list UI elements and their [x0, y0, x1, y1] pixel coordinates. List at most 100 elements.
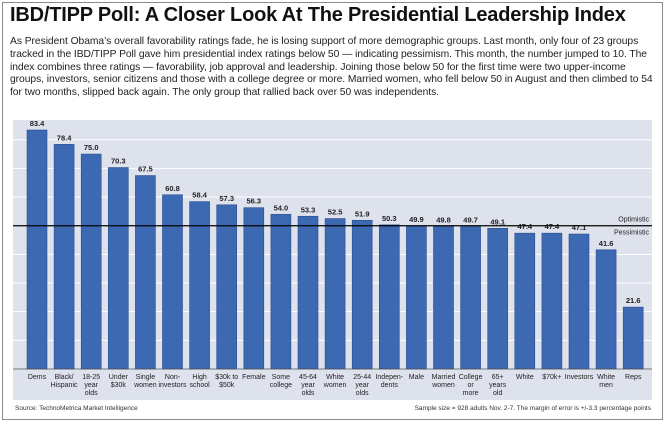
category-label-line: White — [516, 374, 534, 381]
category-label-line: Indepen- — [375, 374, 403, 381]
category-label-line: College — [459, 374, 483, 381]
bar-value-label: 49.9 — [409, 215, 424, 224]
category-label: White — [516, 374, 534, 381]
bar — [324, 218, 346, 370]
chart-title: IBD/TIPP Poll: A Closer Look At The Pres… — [10, 4, 626, 26]
category-label-line: or — [467, 382, 474, 389]
bar — [595, 249, 617, 370]
category-label-line: college — [270, 382, 292, 389]
category-label: Black/Hispanic — [51, 374, 78, 389]
pessimistic-label: Pessimistic — [614, 230, 650, 237]
category-label-line: $30k — [111, 382, 127, 389]
category-label-line: White — [597, 374, 615, 381]
category-label: Male — [409, 374, 424, 381]
category-label-line: olds — [356, 390, 369, 397]
category-label-line: Single — [136, 374, 156, 381]
category-label-line: Non- — [165, 374, 181, 381]
category-label: 25-44 year olds — [353, 374, 371, 397]
category-label: Married women — [431, 374, 455, 389]
category-label: Non-investors — [158, 374, 187, 389]
category-label-line: women — [323, 382, 347, 389]
bar-value-label: 57.3 — [219, 194, 234, 203]
category-label: Some college — [270, 374, 292, 389]
bar-value-label: 47.1 — [572, 223, 587, 232]
bar-value-label: 49.8 — [436, 215, 451, 224]
category-label-line: 45-64 — [299, 374, 317, 381]
category-label-line: year — [355, 382, 369, 389]
category-label-line: Some — [272, 374, 290, 381]
category-label-line: women — [133, 382, 157, 389]
bar — [162, 194, 183, 370]
bar — [53, 144, 75, 370]
category-label-line: olds — [85, 390, 98, 397]
bar — [270, 213, 292, 370]
bar — [297, 215, 319, 370]
category-label-line: $30k to — [215, 374, 238, 381]
category-label-line: olds — [302, 390, 315, 397]
category-label: 18-25 year olds — [82, 374, 100, 397]
category-label-line: $70k+ — [542, 374, 561, 381]
bar-value-label: 49.7 — [463, 216, 478, 225]
category-label: $30k to $50k — [215, 374, 238, 389]
bar — [108, 167, 129, 370]
category-label-line: High — [192, 374, 207, 381]
bar — [135, 175, 156, 370]
category-label-line: Married — [432, 374, 456, 381]
bar-value-label: 83.4 — [30, 119, 45, 128]
bar — [487, 227, 509, 370]
bar — [26, 129, 48, 370]
bar — [622, 306, 644, 370]
bar — [514, 232, 536, 370]
bar-value-label: 47.4 — [517, 222, 532, 231]
category-label-line: Under — [109, 374, 129, 381]
bar-value-label: 47.4 — [545, 222, 560, 231]
category-label: Female — [242, 374, 265, 381]
bar-value-label: 53.3 — [301, 205, 316, 214]
optimistic-label: Optimistic — [618, 217, 649, 224]
bar — [406, 225, 427, 370]
bar-value-label: 70.3 — [111, 157, 126, 166]
category-label: White women — [323, 374, 347, 389]
category-label-line: 65+ — [492, 374, 504, 381]
bar — [541, 232, 563, 370]
bar-value-label: 58.4 — [192, 191, 207, 200]
category-label-line: old — [493, 390, 502, 397]
category-label-line: Hispanic — [51, 382, 78, 389]
category-label: Single women — [133, 374, 157, 389]
category-label: Dems — [28, 374, 47, 381]
category-label: Investors — [565, 374, 594, 381]
category-label: 45-64 year olds — [299, 374, 317, 397]
bar-value-label: 50.3 — [382, 214, 397, 223]
bar-value-label: 60.8 — [165, 184, 180, 193]
chart-description: As President Obama’s overall favorabilit… — [10, 36, 653, 99]
category-label-line: 18-25 — [82, 374, 100, 381]
bar-value-label: 75.0 — [84, 143, 99, 152]
category-label: Reps — [625, 374, 642, 381]
category-label: 65+ years old — [489, 374, 507, 397]
bar — [351, 219, 373, 370]
category-label-line: years — [489, 382, 507, 389]
category-label-line: women — [431, 382, 455, 389]
sample-size-note: Sample size = 928 adults Nov. 2-7. The m… — [414, 405, 651, 412]
bar-value-label: 41.6 — [599, 239, 614, 248]
bar — [460, 226, 481, 370]
category-label-line: Black/ — [55, 374, 74, 381]
category-label: Indepen-dents — [375, 374, 403, 389]
bar-value-label: 51.9 — [355, 209, 370, 218]
category-label: High school — [189, 374, 210, 389]
category-label-line: year — [84, 382, 98, 389]
category-label-line: Male — [409, 374, 424, 381]
bar — [189, 201, 210, 370]
bar-value-label: 78.4 — [57, 133, 72, 142]
category-label: College or more — [459, 374, 483, 397]
category-label: White men — [597, 374, 615, 389]
category-label: $70k+ — [542, 374, 561, 381]
category-label-line: White — [326, 374, 344, 381]
bar-value-label: 21.6 — [626, 296, 641, 305]
bar-value-label: 52.5 — [328, 208, 343, 217]
category-label-line: Dems — [28, 374, 47, 381]
category-label-line: school — [189, 382, 210, 389]
category-label-line: 25-44 — [353, 374, 371, 381]
category-label-line: investors — [158, 382, 187, 389]
